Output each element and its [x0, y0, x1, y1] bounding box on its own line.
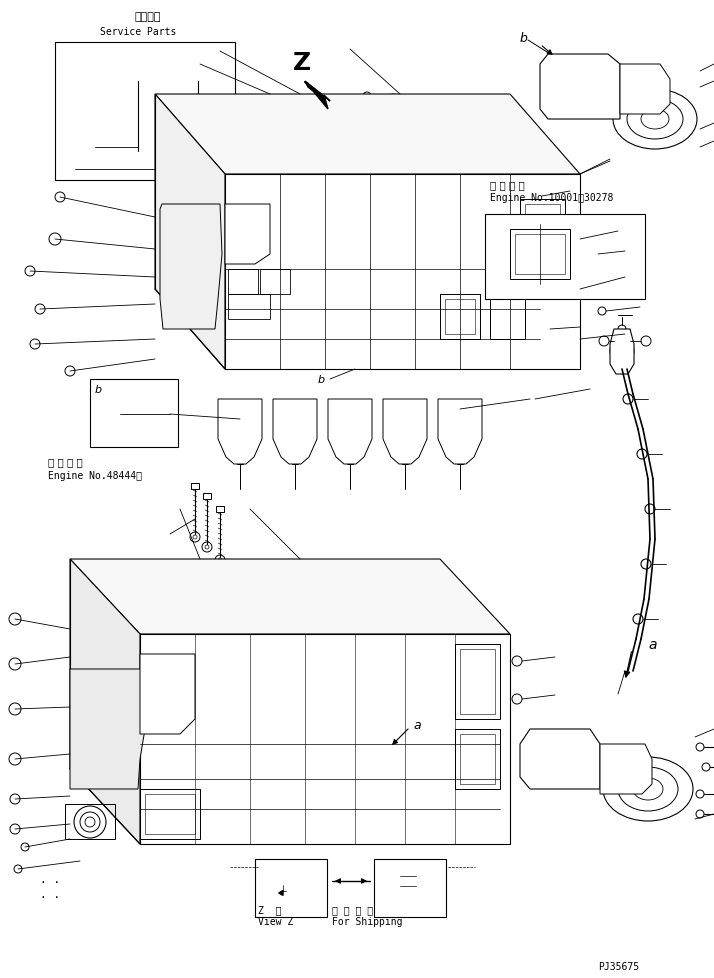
Ellipse shape — [603, 757, 693, 822]
Ellipse shape — [362, 621, 402, 678]
Bar — [90, 379, 178, 448]
Text: 適 用 号 機: 適 用 号 機 — [48, 457, 83, 467]
Bar — [203, 494, 211, 500]
Polygon shape — [383, 400, 427, 465]
Polygon shape — [140, 654, 195, 734]
Text: a: a — [648, 638, 656, 651]
Ellipse shape — [205, 621, 245, 678]
Text: 補給専用: 補給専用 — [135, 12, 161, 22]
Text: For Shipping: For Shipping — [332, 916, 403, 926]
Text: Engine No.48444～: Engine No.48444～ — [48, 470, 142, 480]
Ellipse shape — [412, 621, 452, 678]
Text: a: a — [413, 719, 421, 732]
Text: 適 用 号 機: 適 用 号 機 — [490, 180, 525, 190]
Text: . .: . . — [40, 874, 60, 884]
Text: Service Parts: Service Parts — [100, 27, 176, 37]
Polygon shape — [70, 559, 140, 844]
Text: b: b — [318, 375, 325, 384]
Text: Engine No.10001～30278: Engine No.10001～30278 — [490, 193, 613, 202]
Polygon shape — [273, 400, 317, 465]
Bar — [191, 483, 199, 490]
Text: b: b — [520, 31, 528, 44]
Bar — [255, 859, 327, 917]
Polygon shape — [600, 744, 652, 794]
Text: Z: Z — [293, 51, 311, 75]
Polygon shape — [520, 730, 600, 789]
Polygon shape — [140, 635, 510, 844]
Polygon shape — [305, 82, 330, 110]
Text: Z  視: Z 視 — [258, 904, 281, 914]
Polygon shape — [160, 204, 222, 330]
Polygon shape — [328, 400, 372, 465]
Polygon shape — [438, 400, 482, 465]
Text: View Z: View Z — [258, 916, 293, 926]
Polygon shape — [218, 400, 262, 465]
Polygon shape — [70, 669, 145, 789]
Polygon shape — [540, 55, 620, 120]
Polygon shape — [155, 95, 225, 370]
Bar — [485, 215, 645, 299]
Polygon shape — [70, 559, 510, 635]
Polygon shape — [225, 204, 270, 265]
Ellipse shape — [312, 621, 352, 678]
Ellipse shape — [258, 621, 298, 678]
Text: 運 搬 部 品: 運 搬 部 品 — [332, 904, 373, 914]
Text: . .: . . — [40, 889, 60, 899]
Polygon shape — [620, 65, 670, 114]
Bar — [55, 43, 235, 181]
Bar — [216, 507, 224, 512]
Polygon shape — [610, 330, 634, 375]
Polygon shape — [155, 95, 580, 175]
Ellipse shape — [150, 621, 190, 678]
Polygon shape — [225, 175, 580, 370]
Text: PJ35675: PJ35675 — [598, 961, 639, 971]
Bar — [374, 859, 446, 917]
Text: b: b — [95, 384, 102, 394]
